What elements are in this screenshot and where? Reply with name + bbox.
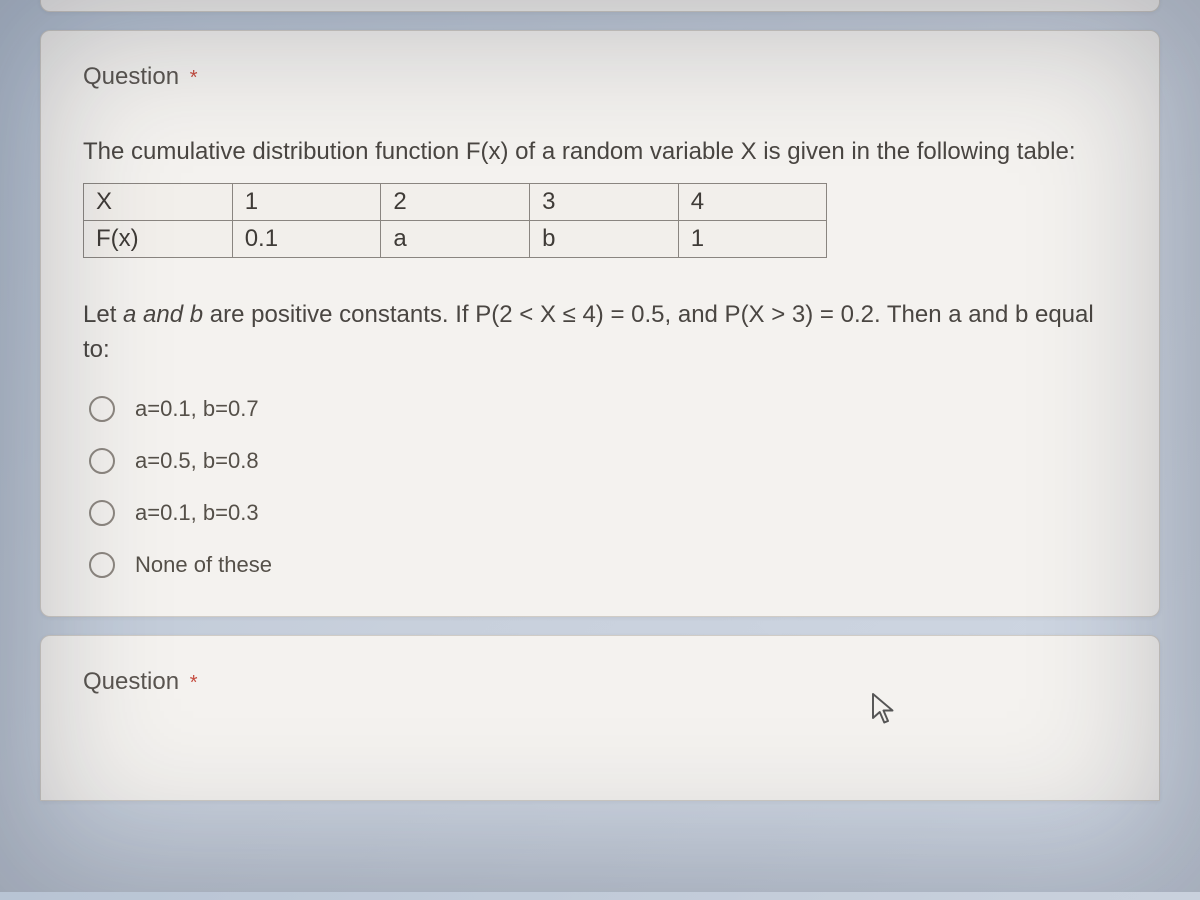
- table-cell: 1: [232, 184, 381, 221]
- question-title: Question *: [83, 668, 1117, 696]
- option-label: None of these: [135, 552, 272, 578]
- table-cell: 1: [678, 221, 827, 258]
- options-group: a=0.1, b=0.7 a=0.5, b=0.8 a=0.1, b=0.3 N…: [83, 396, 1117, 578]
- option-3[interactable]: a=0.1, b=0.3: [89, 500, 1117, 526]
- option-label: a=0.5, b=0.8: [135, 448, 259, 474]
- table-row: X 1 2 3 4: [84, 184, 827, 221]
- table-cell: 3: [530, 184, 679, 221]
- question-statement: Let a and b are positive constants. If P…: [83, 298, 1117, 368]
- option-4[interactable]: None of these: [89, 552, 1117, 578]
- radio-icon[interactable]: [89, 448, 115, 474]
- table-row: F(x) 0.1 a b 1: [84, 221, 827, 258]
- table-cell: 4: [678, 184, 827, 221]
- radio-icon[interactable]: [89, 396, 115, 422]
- question-intro: The cumulative distribution function F(x…: [83, 135, 1117, 169]
- table-cell: 0.1: [232, 221, 381, 258]
- cdf-table: X 1 2 3 4 F(x) 0.1 a b 1: [83, 183, 827, 258]
- required-asterisk: *: [190, 67, 198, 89]
- required-asterisk: *: [190, 672, 198, 694]
- stmt-part: Let: [83, 301, 123, 328]
- option-label: a=0.1, b=0.7: [135, 396, 259, 422]
- question-title: Question *: [83, 63, 1117, 91]
- question-title-text: Question: [83, 668, 179, 695]
- question-card: Question * The cumulative distribution f…: [40, 30, 1160, 617]
- table-cell: 2: [381, 184, 530, 221]
- previous-card-sliver: [40, 0, 1160, 12]
- radio-icon[interactable]: [89, 500, 115, 526]
- table-cell: b: [530, 221, 679, 258]
- question-title-text: Question: [83, 63, 179, 90]
- next-question-card: Question *: [40, 635, 1160, 801]
- radio-icon[interactable]: [89, 552, 115, 578]
- option-label: a=0.1, b=0.3: [135, 500, 259, 526]
- option-1[interactable]: a=0.1, b=0.7: [89, 396, 1117, 422]
- table-cell: a: [381, 221, 530, 258]
- stmt-italic: a and b: [123, 301, 203, 328]
- table-cell: F(x): [84, 221, 233, 258]
- option-2[interactable]: a=0.5, b=0.8: [89, 448, 1117, 474]
- stmt-part: are positive constants. If P(2 < X ≤ 4) …: [83, 301, 1094, 363]
- table-cell: X: [84, 184, 233, 221]
